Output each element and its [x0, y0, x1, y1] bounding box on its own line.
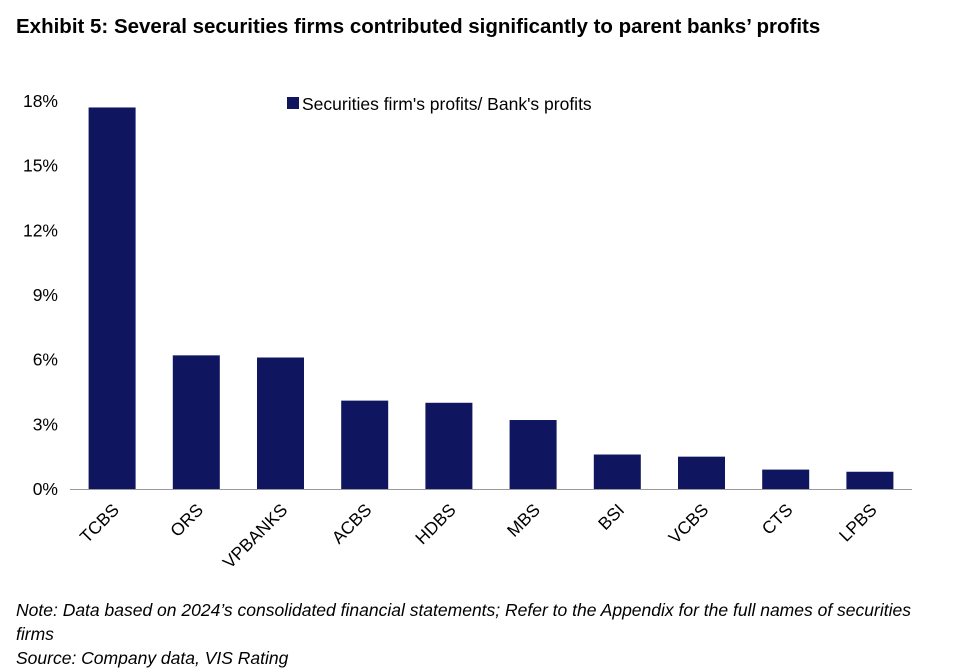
x-tick-label: TCBS: [76, 500, 123, 547]
y-tick-label: 0%: [33, 479, 58, 499]
y-tick-label: 12%: [23, 220, 58, 240]
bar-chart: 0% 3% 6% 9% 12% 15% 18% TCBS ORS VPBANKS ACBS HDBS…: [23, 91, 912, 573]
bar-bsi: [593, 454, 641, 489]
bar-ors: [172, 355, 220, 489]
y-axis: 0% 3% 6% 9% 12% 15% 18%: [23, 91, 58, 499]
x-tick-label: HDBS: [411, 500, 460, 549]
bar-vpbanks: [257, 357, 304, 489]
x-tick-label: LPBS: [835, 500, 881, 546]
source-text: Source: Company data, VIS Rating: [16, 648, 289, 668]
x-tick-label: MBS: [503, 500, 544, 541]
legend-swatch: [287, 97, 299, 109]
bar-hdbs: [425, 402, 473, 489]
y-tick-label: 15%: [23, 156, 58, 176]
x-tick-label: CTS: [758, 500, 797, 539]
bar-cts: [762, 469, 810, 489]
note-text: Note: Data based on 2024’s consolidated …: [16, 600, 911, 644]
chart-title: Exhibit 5: Several securities firms cont…: [16, 15, 821, 38]
bar-acbs: [341, 400, 389, 489]
bar-mbs: [509, 420, 557, 489]
y-tick-label: 9%: [33, 285, 58, 305]
x-tick-label: VCBS: [664, 500, 712, 548]
bar-vcbs: [678, 456, 725, 489]
x-axis: TCBS ORS VPBANKS ACBS HDBS MBS BSI VCBS CTS LPBS: [76, 500, 881, 573]
x-tick-label: ACBS: [328, 500, 376, 548]
bar-lpbs: [846, 471, 894, 489]
x-tick-label: ORS: [166, 500, 207, 541]
footnotes: Note: Data based on 2024’s consolidated …: [16, 598, 946, 670]
y-tick-label: 6%: [33, 350, 58, 370]
legend-label: Securities firm's profits/ Bank's profit…: [302, 94, 592, 114]
bar-tcbs: [88, 107, 136, 489]
y-tick-label: 18%: [23, 91, 58, 111]
bars: [88, 107, 894, 489]
y-tick-label: 3%: [33, 414, 58, 434]
x-tick-label: BSI: [594, 500, 628, 534]
x-tick-label: VPBANKS: [219, 500, 292, 573]
legend: Securities firm's profits/ Bank's profit…: [287, 94, 592, 114]
